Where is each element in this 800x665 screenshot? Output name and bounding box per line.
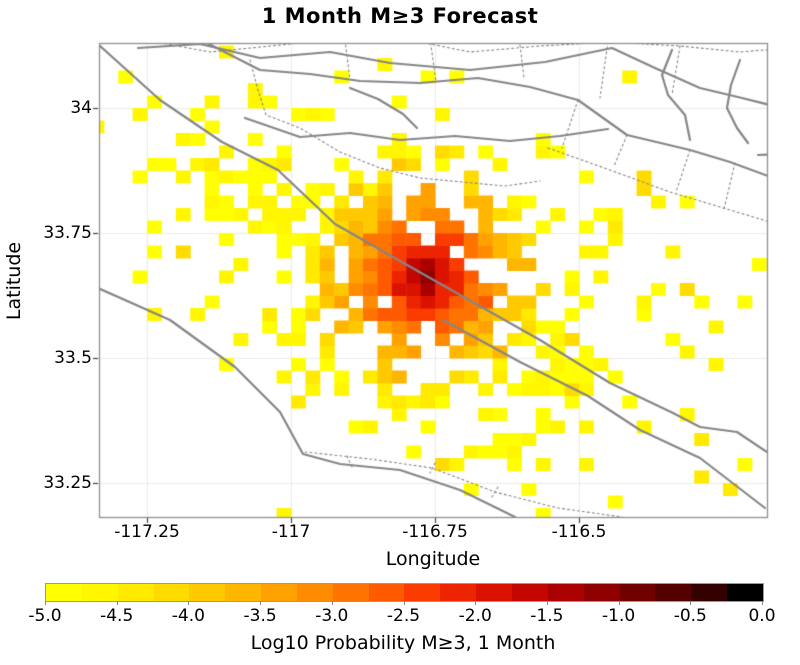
y-tick-label: 33.75	[43, 223, 92, 243]
x-tick-label: -116.75	[402, 522, 468, 542]
colorbar-tick-label: -5.0	[28, 606, 62, 626]
colorbar-tickmark	[690, 601, 692, 605]
colorbar-tick-label: -2.5	[386, 606, 421, 626]
colorbar-segment	[727, 584, 763, 601]
colorbar-segment	[655, 584, 692, 601]
colorbar-segment	[619, 584, 656, 601]
colorbar-tickmark	[762, 601, 763, 605]
colorbar-tick-label: -4.5	[100, 606, 134, 626]
colorbar-tickmark	[546, 601, 548, 605]
colorbar-tickmark	[45, 601, 46, 605]
colorbar	[45, 583, 764, 602]
colorbar-tickmark	[403, 601, 405, 605]
colorbar-segment	[153, 584, 190, 601]
x-tick-label: -116.5	[551, 522, 607, 542]
x-tick-label: -117	[271, 522, 311, 542]
y-tick-label: 33.5	[54, 348, 92, 368]
colorbar-segment	[296, 584, 333, 601]
colorbar-tick-label: 0.0	[748, 606, 776, 626]
colorbar-segment	[476, 584, 512, 601]
colorbar-segment	[81, 584, 118, 601]
colorbar-tick-label: -3.5	[243, 606, 277, 626]
colorbar-segment	[261, 584, 297, 601]
colorbar-tick-label: -2.0	[458, 606, 492, 626]
x-tick-label: -117.25	[114, 522, 180, 542]
y-tick-label: 33.25	[43, 473, 92, 493]
colorbar-segment	[46, 584, 82, 601]
colorbar-tick-label: -3.0	[315, 606, 349, 626]
colorbar-tick-label: -4.0	[171, 606, 205, 626]
chart-title: 1 Month M≥3 Forecast	[261, 4, 539, 28]
colorbar-tickmark	[188, 601, 190, 605]
colorbar-segment	[404, 584, 441, 601]
x-axis-label: Longitude	[385, 548, 481, 570]
colorbar-segment	[332, 584, 369, 601]
colorbar-label: Log10 Probability M≥3, 1 Month	[250, 632, 556, 654]
colorbar-tick-label: -1.0	[602, 606, 636, 626]
colorbar-segment	[440, 584, 477, 601]
colorbar-segment	[583, 584, 620, 601]
colorbar-tick-label: -1.5	[530, 606, 564, 626]
colorbar-segment	[189, 584, 226, 601]
colorbar-segment	[225, 584, 262, 601]
colorbar-segment	[511, 584, 548, 601]
colorbar-segment	[547, 584, 584, 601]
colorbar-tickmark	[331, 601, 333, 605]
colorbar-tickmark	[618, 601, 620, 605]
colorbar-segment	[691, 584, 728, 601]
colorbar-tickmark	[260, 601, 262, 605]
colorbar-segment	[117, 584, 154, 601]
colorbar-segment	[368, 584, 405, 601]
probability-heatmap-canvas	[0, 0, 800, 560]
colorbar-tickmark	[475, 601, 477, 605]
y-tick-label: 34	[70, 98, 92, 118]
colorbar-tickmark	[116, 601, 118, 605]
colorbar-tick-label: -0.5	[673, 606, 707, 626]
